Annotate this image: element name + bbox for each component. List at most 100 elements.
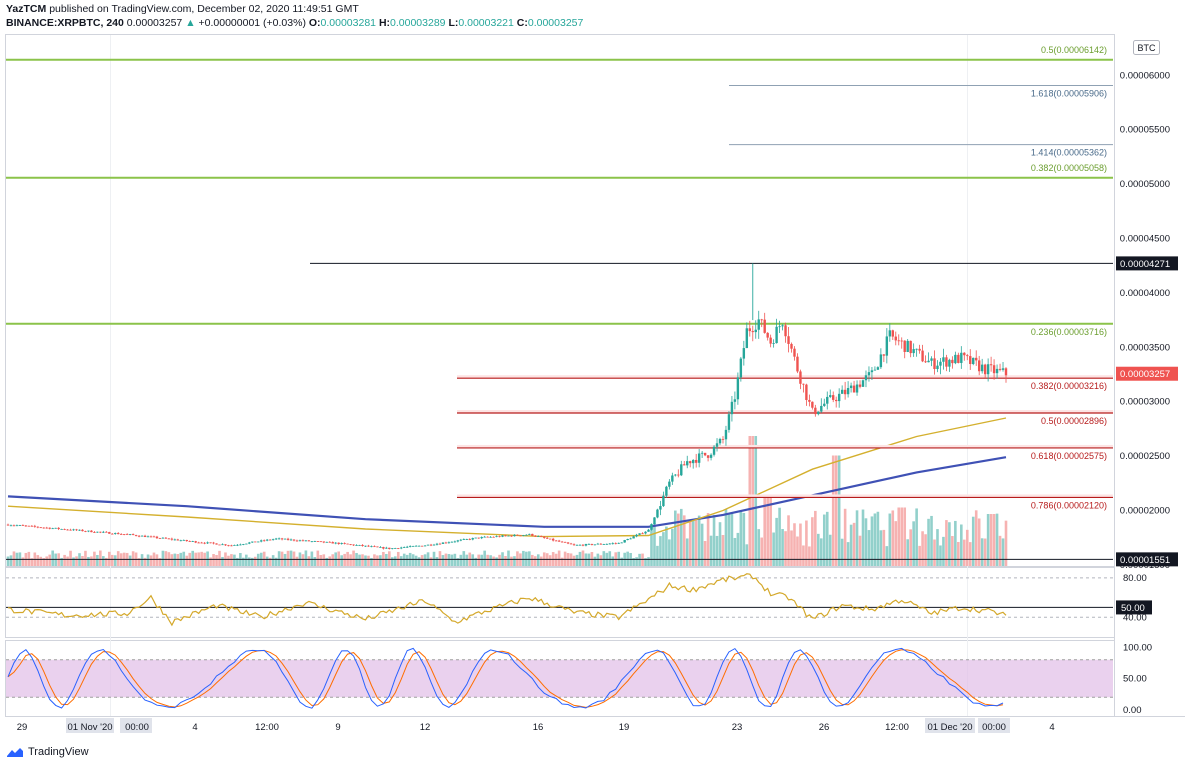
volume-bar xyxy=(870,516,874,566)
volume-bar xyxy=(572,555,576,566)
volume-bar xyxy=(867,530,871,566)
volume-bar xyxy=(662,532,665,566)
volume-bar xyxy=(453,553,457,566)
last-price: 0.00003257 xyxy=(126,17,183,29)
candle-body xyxy=(72,529,75,531)
candle-body xyxy=(39,527,42,529)
candle-body xyxy=(760,319,763,321)
time-tick-label: 16 xyxy=(533,722,544,733)
close-label: C: xyxy=(516,17,528,29)
candle-body xyxy=(980,364,984,372)
candle-body xyxy=(84,531,87,532)
volume-bar xyxy=(164,551,168,566)
candle-body xyxy=(718,438,722,444)
volume-bar xyxy=(846,542,850,566)
volume-bar xyxy=(399,556,403,566)
volume-bar xyxy=(352,550,355,566)
candle-body xyxy=(325,541,328,543)
volume-bar xyxy=(602,551,606,566)
candle-body xyxy=(51,528,54,530)
volume-bar xyxy=(825,511,829,566)
volume-bar xyxy=(974,510,978,566)
tradingview-brand: TradingView xyxy=(28,746,89,758)
volume-bar xyxy=(516,551,519,566)
volume-bar xyxy=(438,551,442,566)
candle-body xyxy=(105,531,108,533)
volume-bar xyxy=(262,551,266,566)
candle-body xyxy=(164,537,168,539)
candle-body xyxy=(820,405,823,412)
candle-body xyxy=(587,543,591,545)
symbol-label[interactable]: BINANCE:XRPBTC, 240 xyxy=(6,17,124,29)
time-axis[interactable]: 29 01 Nov '20 00:00 4 12:00 9 12 16 19 23 26 12:00 0… xyxy=(17,718,1055,733)
price-axis[interactable]: 0.00006000 0.00005500 0.00005000 0.00004500… xyxy=(1116,70,1178,571)
time-tick-label: 12:00 xyxy=(255,722,279,733)
candle-body xyxy=(790,343,793,349)
volume-bar xyxy=(531,554,534,566)
volume-bar xyxy=(650,525,653,566)
candle-body xyxy=(659,506,662,510)
price-tick-label: 0.00005500 xyxy=(1120,125,1170,136)
candle-body xyxy=(477,537,480,539)
candle-body xyxy=(81,529,84,532)
volume-bar xyxy=(924,534,927,566)
candle-body xyxy=(525,534,528,536)
volume-bar xyxy=(611,556,615,566)
volume-bar xyxy=(215,555,218,566)
candle-body xyxy=(977,360,981,372)
candle-body xyxy=(563,541,567,543)
volume-bar xyxy=(459,554,463,566)
candle-body xyxy=(843,389,847,395)
volume-bar xyxy=(1001,538,1005,566)
volume-bar xyxy=(840,538,844,566)
volume-bar xyxy=(769,494,772,566)
volume-bar xyxy=(983,538,987,566)
candle-body xyxy=(57,527,60,530)
volume-bar xyxy=(888,513,892,566)
time-tick-label: 23 xyxy=(732,722,743,733)
candle-body xyxy=(957,354,960,363)
volume-bar xyxy=(933,539,936,566)
volume-bar xyxy=(474,557,478,566)
open-label: O: xyxy=(308,17,321,29)
candle-body xyxy=(948,359,951,367)
candle-body xyxy=(665,486,668,496)
candle-body xyxy=(12,525,16,527)
candle-body xyxy=(379,547,382,548)
candle-body xyxy=(522,535,525,536)
candle-body xyxy=(268,539,272,541)
candle-body xyxy=(510,535,513,537)
candle-body xyxy=(918,348,921,351)
candle-body xyxy=(292,539,296,541)
candle-body xyxy=(185,539,188,542)
candle-body xyxy=(769,337,772,344)
price-badge xyxy=(1116,366,1178,381)
candle-body xyxy=(739,358,743,378)
candle-body xyxy=(78,529,81,531)
currency-badge[interactable]: BTC xyxy=(1133,40,1160,55)
candle-body xyxy=(620,542,623,544)
candle-body xyxy=(644,531,647,534)
candle-body xyxy=(286,538,290,540)
candle-body xyxy=(605,543,608,545)
candle-body xyxy=(608,543,611,545)
volume-bar xyxy=(971,516,975,566)
candle-body xyxy=(114,533,117,534)
volume-bar xyxy=(659,536,662,566)
volume-bar xyxy=(802,545,805,566)
time-label-box xyxy=(978,718,1010,733)
candle-body xyxy=(650,524,653,530)
volume-bar xyxy=(668,539,671,566)
publisher-name[interactable]: YazTCM xyxy=(6,3,47,15)
tradingview-footer[interactable]: TradingView xyxy=(6,746,89,758)
volume-bar xyxy=(304,550,308,566)
rsi-line xyxy=(7,573,1007,627)
candle-body xyxy=(742,348,746,359)
candle-body xyxy=(489,536,492,538)
candle-body xyxy=(507,535,510,537)
candle-body xyxy=(951,359,954,364)
candle-body xyxy=(930,358,933,361)
candle-body xyxy=(811,401,814,408)
volume-bar xyxy=(414,555,418,566)
